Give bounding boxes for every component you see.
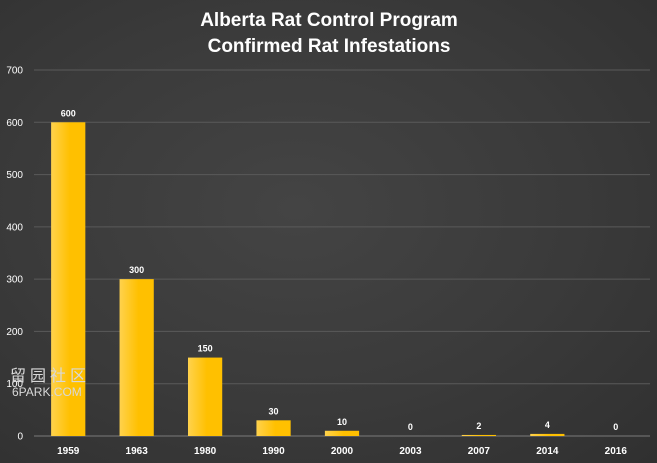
data-label-1959: 600 (61, 108, 76, 118)
y-tick-label: 400 (6, 222, 23, 233)
bar-1980 (188, 357, 223, 436)
chart-title-line-1: Alberta Rat Control Program (200, 10, 458, 31)
data-label-1980: 150 (198, 344, 213, 354)
x-tick-label-2016: 2016 (605, 446, 628, 457)
bar-2014 (530, 433, 565, 436)
data-label-1990: 30 (269, 406, 279, 416)
data-label-1963: 300 (129, 265, 144, 275)
bar-1963 (119, 279, 154, 436)
data-labels: 600 300 150 30 10 0 2 4 0 (61, 108, 619, 432)
y-axis-ticks: 0 100 200 300 400 500 600 700 (6, 66, 23, 443)
x-tick-label-2007: 2007 (468, 446, 491, 457)
x-tick-label-2000: 2000 (331, 446, 354, 457)
y-tick-label: 600 (6, 118, 23, 129)
data-label-2014: 4 (545, 420, 550, 430)
watermark-text: 留园社区 (10, 366, 90, 385)
y-tick-label: 500 (6, 170, 23, 181)
x-tick-label-2003: 2003 (399, 446, 422, 457)
bar-1990 (256, 420, 291, 436)
y-tick-label: 300 (6, 275, 23, 286)
bar-1959 (51, 122, 86, 437)
data-label-2003: 0 (408, 422, 413, 432)
x-axis-categories: 1959 1963 1980 1990 2000 2003 2007 2014 2016 (57, 446, 627, 457)
data-label-2016: 0 (613, 422, 618, 432)
watermark-subtext: 6PARK.COM (12, 385, 82, 399)
x-tick-label-1963: 1963 (126, 446, 149, 457)
bar-2000 (324, 430, 360, 436)
x-tick-label-1990: 1990 (262, 446, 285, 457)
chart-title-line-2: Confirmed Rat Infestations (208, 36, 451, 57)
watermark: 留园社区 6PARK.COM (10, 366, 90, 399)
x-tick-label-1980: 1980 (194, 446, 217, 457)
y-tick-label: 0 (17, 432, 23, 443)
y-tick-label: 700 (6, 66, 23, 77)
x-tick-label-2014: 2014 (536, 446, 559, 457)
bars (51, 122, 565, 437)
data-label-2000: 10 (337, 417, 347, 427)
x-tick-label-1959: 1959 (57, 446, 80, 457)
bar-2007 (461, 434, 496, 436)
y-tick-label: 200 (6, 327, 23, 338)
y-tick-label: 100 (6, 379, 23, 390)
data-label-2007: 2 (476, 421, 481, 431)
